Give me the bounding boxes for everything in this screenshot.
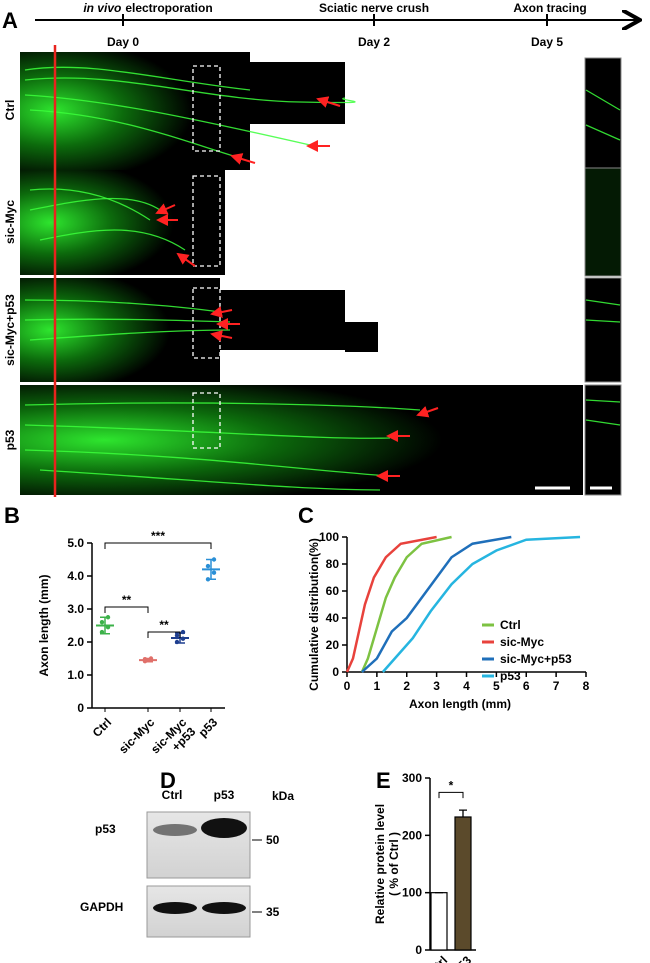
- y-tick-label: 60: [326, 584, 340, 598]
- y-tick-label: 0: [415, 943, 422, 957]
- x-tick-label: 3: [433, 679, 440, 693]
- y-axis-label: Relative protein level: [373, 804, 387, 924]
- x-tick-label: 2: [403, 679, 410, 693]
- y-axis-label: Cumulative distribution(%): [307, 538, 321, 691]
- timeline-day: Day 5: [531, 35, 563, 49]
- data-point: [205, 563, 211, 569]
- bar: [430, 892, 448, 951]
- y-tick-label: 20: [326, 638, 340, 652]
- data-point: [174, 633, 180, 638]
- significance-bracket: [147, 631, 181, 638]
- y-tick-label: 1.0: [67, 668, 84, 682]
- western-blot: [146, 811, 262, 938]
- error-bar: [459, 809, 467, 817]
- significance-label: *: [449, 778, 454, 792]
- y-tick-label: 0: [332, 665, 339, 679]
- cumulative-line: [381, 535, 581, 673]
- event-italic: in vivo: [83, 1, 121, 15]
- marker-label: 35: [266, 905, 280, 919]
- row-label: p53: [3, 429, 17, 450]
- y-tick-label: 0: [77, 701, 84, 715]
- error-bar: [206, 558, 216, 581]
- row-label: sic-Myc: [3, 200, 17, 244]
- band-label: GAPDH: [80, 900, 123, 914]
- x-tick-label: 5: [493, 679, 500, 693]
- y-tick-label: 5.0: [67, 536, 84, 550]
- legend-label: sic-Myc: [500, 635, 544, 649]
- y-tick-label: 2.0: [67, 635, 84, 649]
- panel-label: D: [160, 768, 176, 793]
- event-label: electroporation: [125, 1, 212, 15]
- significance-bracket: [104, 542, 212, 549]
- y-tick-label: 100: [402, 886, 422, 900]
- y-tick-label: 100: [319, 530, 339, 544]
- cumulative-line: [345, 535, 437, 673]
- data-point: [99, 620, 105, 625]
- panel-label: B: [4, 503, 20, 528]
- timeline-event: Sciatic nerve crush: [319, 1, 429, 15]
- legend-label: p53: [500, 669, 521, 683]
- micrographs: [20, 45, 622, 497]
- x-axis-label: Axon length (mm): [409, 697, 511, 711]
- data-point: [211, 570, 217, 575]
- x-tick-label: 4: [463, 679, 470, 693]
- legend-label: sic-Myc+p53: [500, 652, 572, 666]
- marker-label: 50: [266, 833, 280, 847]
- y-tick-label: 3.0: [67, 602, 84, 616]
- significance-label: **: [159, 618, 169, 632]
- error-bar: [100, 616, 110, 635]
- row-label: Ctrl: [3, 100, 17, 121]
- row-label: sic-Myc+p53: [3, 294, 17, 366]
- panel-label: C: [298, 503, 314, 528]
- error-bar: [143, 657, 153, 663]
- x-tick-label: 0: [344, 679, 351, 693]
- significance-label: **: [122, 593, 132, 607]
- band-label: p53: [95, 822, 116, 836]
- legend-label: Ctrl: [500, 618, 521, 632]
- lane-label: Ctrl: [162, 788, 183, 802]
- timeline-day: Day 0: [107, 35, 139, 49]
- x-tick-label: 6: [523, 679, 530, 693]
- y-axis-label: Axon length (mm): [37, 575, 51, 677]
- y-axis-label: ( % of Ctrl ): [387, 832, 401, 896]
- unit-label: kDa: [272, 789, 294, 803]
- significance-label: ***: [151, 529, 165, 543]
- panel-label: E: [376, 768, 391, 793]
- bar: [454, 816, 472, 951]
- timeline-event: Axon tracing: [513, 1, 586, 15]
- cumulative-line: [360, 535, 452, 673]
- y-tick-label: 40: [326, 611, 340, 625]
- y-tick-label: 300: [402, 771, 422, 785]
- y-tick-label: 80: [326, 557, 340, 571]
- timeline-event: in vivo electroporation: [83, 1, 212, 15]
- x-tick-label: 8: [583, 679, 590, 693]
- panel-label: A: [2, 8, 18, 33]
- x-tick-label: 1: [374, 679, 381, 693]
- cumulative-line: [361, 535, 512, 673]
- significance-bracket: [104, 606, 149, 613]
- lane-label: p53: [214, 788, 235, 802]
- timeline-day: Day 2: [358, 35, 390, 49]
- x-tick-label: 7: [553, 679, 560, 693]
- y-tick-label: 4.0: [67, 569, 84, 583]
- y-tick-label: 200: [402, 828, 422, 842]
- significance-bracket: [438, 791, 464, 799]
